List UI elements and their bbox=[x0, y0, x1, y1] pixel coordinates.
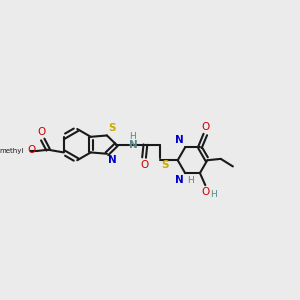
Text: O: O bbox=[27, 145, 35, 155]
Text: O: O bbox=[201, 187, 209, 197]
Text: H: H bbox=[130, 132, 136, 141]
Text: S: S bbox=[108, 123, 116, 133]
Text: O: O bbox=[140, 160, 148, 170]
Text: N: N bbox=[129, 140, 138, 150]
Text: methyl: methyl bbox=[0, 148, 23, 154]
Text: N: N bbox=[175, 135, 184, 145]
Text: H: H bbox=[210, 190, 217, 199]
Text: O: O bbox=[201, 122, 209, 132]
Text: N: N bbox=[108, 155, 117, 165]
Text: N: N bbox=[175, 175, 184, 185]
Text: H: H bbox=[187, 176, 194, 185]
Text: S: S bbox=[161, 160, 169, 170]
Text: O: O bbox=[38, 127, 46, 137]
